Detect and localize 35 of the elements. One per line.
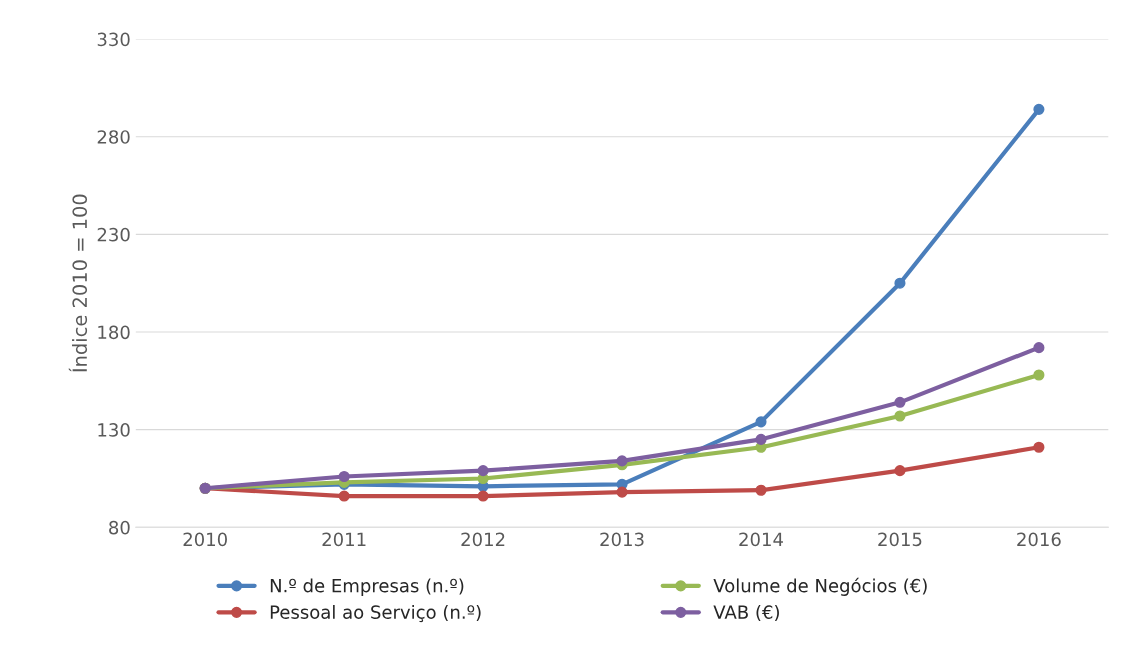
point bbox=[616, 455, 628, 467]
point bbox=[1033, 342, 1045, 354]
legend-label: N.º de Empresas (n.º) bbox=[270, 578, 464, 596]
point bbox=[338, 470, 350, 483]
point bbox=[477, 465, 489, 477]
legend-label: Pessoal ao Serviço (n.º) bbox=[270, 604, 481, 623]
y-tick-label: 280 bbox=[97, 130, 130, 144]
point bbox=[1033, 441, 1045, 453]
point bbox=[755, 416, 767, 428]
x-tick-label: 2013 bbox=[600, 532, 644, 547]
point bbox=[894, 396, 906, 408]
y-axis-title: Índice 2010 = 100 bbox=[68, 194, 88, 372]
point bbox=[755, 484, 767, 496]
x-tick-label: 2012 bbox=[461, 532, 505, 547]
point bbox=[477, 490, 489, 502]
x-tick-label: 2011 bbox=[322, 532, 366, 547]
point bbox=[894, 410, 906, 422]
legend-label: Volume de Negócios (€) bbox=[713, 577, 927, 596]
y-tick-label: 230 bbox=[97, 227, 130, 242]
point bbox=[616, 486, 628, 498]
point bbox=[894, 465, 906, 477]
legend-label: VAB (€) bbox=[713, 604, 779, 622]
x-tick-label: 2010 bbox=[183, 532, 227, 547]
y-tick-label: 330 bbox=[97, 32, 130, 47]
point bbox=[1033, 103, 1045, 115]
x-tick-label: 2015 bbox=[878, 532, 922, 547]
x-tick-label: 2016 bbox=[1017, 532, 1061, 547]
y-tick-label: 130 bbox=[98, 423, 130, 437]
x-tick-label: 2014 bbox=[739, 532, 783, 547]
point bbox=[755, 433, 767, 445]
point bbox=[338, 490, 350, 502]
point bbox=[1033, 369, 1045, 381]
y-tick-label: 80 bbox=[109, 520, 130, 535]
point bbox=[894, 277, 906, 289]
y-tick-label: 180 bbox=[98, 325, 130, 340]
